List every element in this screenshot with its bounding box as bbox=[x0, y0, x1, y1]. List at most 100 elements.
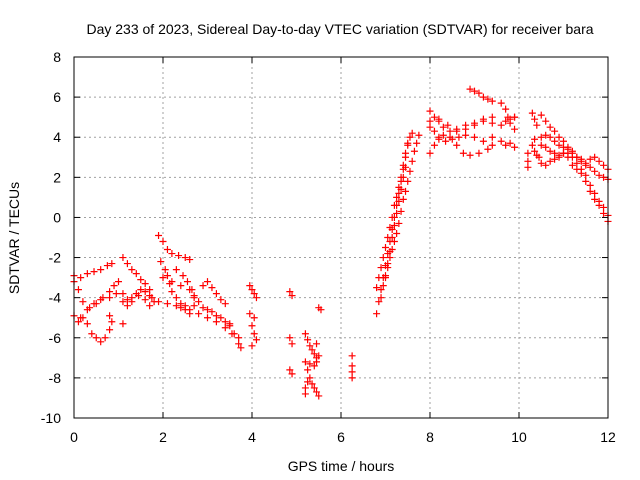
data-point bbox=[83, 320, 91, 328]
series-arc-y bbox=[377, 163, 410, 302]
data-point bbox=[204, 314, 211, 322]
data-point bbox=[377, 294, 385, 302]
data-point bbox=[313, 340, 321, 348]
tick-labels: 0 2 4 6 8 10 12 -10 -8 -6 -4 -2 0 2 4 6 8 bbox=[41, 49, 616, 445]
data-point bbox=[397, 207, 405, 215]
data-point bbox=[591, 189, 599, 197]
data-point bbox=[395, 219, 403, 227]
series-arc-v bbox=[348, 352, 356, 382]
data-point bbox=[221, 300, 229, 308]
data-point bbox=[199, 304, 207, 312]
data-point bbox=[106, 294, 114, 302]
data-point bbox=[288, 340, 296, 348]
data-point bbox=[288, 370, 296, 378]
data-point bbox=[103, 262, 111, 270]
data-point bbox=[108, 318, 116, 326]
series-arc-c bbox=[70, 290, 120, 322]
data-point bbox=[226, 320, 234, 328]
data-point bbox=[435, 115, 443, 123]
data-point bbox=[208, 308, 216, 316]
data-point bbox=[399, 173, 407, 181]
data-point bbox=[488, 97, 496, 105]
series-arc-ai bbox=[524, 149, 532, 171]
data-point bbox=[204, 306, 211, 314]
data-point bbox=[546, 123, 554, 131]
data-point bbox=[393, 209, 401, 217]
data-point bbox=[542, 143, 550, 151]
data-point bbox=[161, 266, 169, 274]
data-point bbox=[183, 278, 191, 286]
data-point bbox=[591, 167, 599, 175]
data-point bbox=[135, 292, 143, 300]
data-point bbox=[186, 256, 194, 264]
y-tick-label: -8 bbox=[49, 370, 62, 386]
data-point bbox=[586, 181, 594, 189]
data-point bbox=[132, 270, 140, 278]
data-point bbox=[388, 213, 396, 221]
chart-title: Day 233 of 2023, Sidereal Day-to-day VTE… bbox=[86, 21, 593, 37]
data-point bbox=[304, 336, 312, 344]
data-point bbox=[386, 223, 394, 231]
data-point bbox=[212, 318, 220, 326]
data-point bbox=[444, 121, 452, 129]
data-point bbox=[119, 290, 127, 298]
data-point bbox=[600, 161, 608, 169]
data-point bbox=[246, 282, 254, 290]
series-arc-i bbox=[155, 231, 194, 264]
data-point bbox=[479, 93, 487, 101]
data-point bbox=[155, 231, 163, 239]
data-point bbox=[250, 330, 258, 338]
data-point bbox=[181, 302, 189, 310]
data-point bbox=[137, 286, 145, 294]
data-point bbox=[402, 187, 410, 195]
series-arc-z bbox=[382, 131, 423, 282]
data-point bbox=[542, 161, 550, 169]
series-arc-ab bbox=[426, 123, 496, 145]
data-point bbox=[393, 229, 401, 237]
data-point bbox=[250, 290, 258, 298]
data-point bbox=[212, 290, 220, 298]
data-point bbox=[90, 300, 98, 308]
data-point bbox=[475, 89, 483, 97]
data-point bbox=[573, 159, 581, 167]
data-point bbox=[551, 155, 559, 163]
data-point bbox=[479, 115, 487, 123]
data-point bbox=[586, 155, 594, 163]
data-point bbox=[195, 298, 203, 306]
data-point bbox=[382, 274, 389, 282]
data-point bbox=[217, 296, 225, 304]
y-tick-label: -10 bbox=[41, 410, 61, 426]
data-point bbox=[146, 286, 154, 294]
data-point bbox=[439, 123, 447, 131]
data-point bbox=[531, 135, 539, 143]
data-point bbox=[155, 298, 163, 306]
data-point bbox=[524, 163, 532, 171]
data-point bbox=[595, 171, 603, 179]
series-arc-t bbox=[301, 374, 323, 400]
data-point bbox=[308, 346, 316, 354]
data-point bbox=[137, 276, 145, 284]
data-point bbox=[237, 344, 245, 352]
y-tick-label: 6 bbox=[53, 89, 61, 105]
data-point bbox=[502, 117, 510, 125]
data-point bbox=[430, 141, 438, 149]
data-point bbox=[595, 157, 603, 165]
data-point bbox=[462, 131, 470, 139]
data-point bbox=[252, 336, 260, 344]
data-point bbox=[128, 298, 136, 306]
data-point bbox=[542, 131, 550, 139]
data-point bbox=[591, 195, 599, 203]
data-point bbox=[484, 95, 492, 103]
data-point bbox=[393, 193, 401, 201]
data-point bbox=[128, 266, 136, 274]
data-point bbox=[217, 314, 225, 322]
data-point bbox=[390, 201, 398, 209]
data-point bbox=[313, 358, 321, 366]
data-point bbox=[533, 121, 541, 129]
data-point bbox=[475, 149, 483, 157]
data-point bbox=[186, 306, 194, 314]
data-point bbox=[551, 127, 559, 135]
y-tick-label: -2 bbox=[49, 250, 62, 266]
data-point bbox=[159, 274, 167, 282]
data-point bbox=[555, 151, 563, 159]
